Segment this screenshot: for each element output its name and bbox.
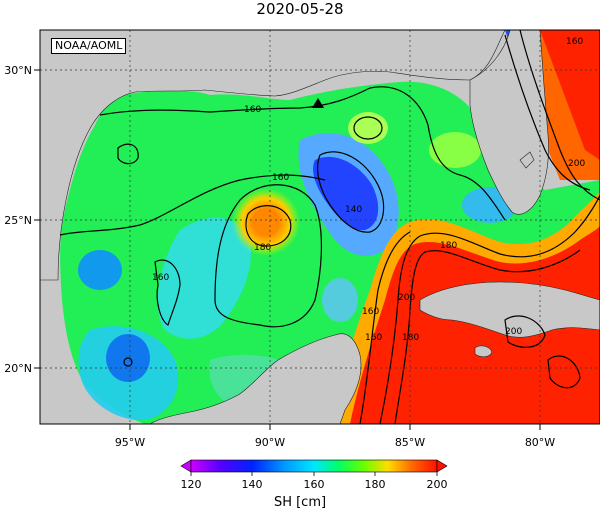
lat-tick-label: 20°N <box>4 362 32 375</box>
contour-label: 160 <box>365 333 382 343</box>
contour-160 <box>117 143 139 165</box>
colorbar-max-arrow <box>436 459 448 473</box>
contour-200 <box>504 315 546 348</box>
contour-label: 180 <box>402 333 419 343</box>
contour-140 <box>123 357 133 367</box>
contour-180 <box>379 194 600 424</box>
colorbar-tick: 200 <box>427 478 448 491</box>
contour-label: 140 <box>345 205 362 215</box>
triangle-marker <box>312 98 324 108</box>
contour-200 <box>394 249 581 424</box>
colorbar-tick: 140 <box>242 478 263 491</box>
contour-160 <box>59 174 326 236</box>
lon-tick-label: 95°W <box>115 436 145 449</box>
contour-180 <box>504 34 591 191</box>
axis-ticks <box>34 69 541 430</box>
colorbar: 120 140 160 180 200 <box>180 459 448 491</box>
contour-label: 200 <box>398 293 415 303</box>
contour-label: 180 <box>440 241 457 251</box>
map-frame <box>39 29 600 425</box>
contour-160 <box>99 86 506 221</box>
contour-180 <box>353 116 383 140</box>
gulf-cool-zone <box>78 250 122 290</box>
gulf-warm-patch <box>429 132 481 168</box>
contour-label: 160 <box>152 273 169 283</box>
contour-160 <box>359 231 411 424</box>
gulf-low-zone <box>322 278 358 322</box>
contour-label: 160 <box>272 173 289 183</box>
contour-label: 160 <box>566 37 583 47</box>
colorbar-label: SH [cm] <box>273 495 327 510</box>
colorbar-gradient <box>190 459 438 473</box>
contour-200 <box>547 355 581 389</box>
contour-label: 200 <box>505 327 522 337</box>
map-title: 2020-05-28 <box>256 0 344 18</box>
warm-eddy-core <box>254 210 278 234</box>
gulf-cool-zone <box>157 217 251 339</box>
colorbar-tick: 120 <box>181 478 202 491</box>
contour-label-group: 160 160 160 160 180 180 140 160 200 200 … <box>152 37 585 343</box>
contour-label: 180 <box>254 243 271 253</box>
contour-label: 160 <box>244 105 261 115</box>
colorbar-tick: 160 <box>304 478 325 491</box>
lat-tick-label: 25°N <box>4 214 32 227</box>
colorbar-min-arrow <box>180 459 192 473</box>
lat-tick-label: 30°N <box>4 64 32 77</box>
gulf-low-zone <box>313 156 379 231</box>
cuba-land <box>419 281 600 338</box>
source-label: NOAA/AOML <box>51 38 127 54</box>
florida-land <box>469 30 549 215</box>
lon-tick-label: 85°W <box>395 436 425 449</box>
yucatan-land <box>40 30 362 424</box>
colorbar-tick: 180 <box>365 478 386 491</box>
lon-tick-label: 80°W <box>525 436 555 449</box>
isle-land <box>474 345 493 358</box>
bahamas-land <box>519 151 535 169</box>
us-coast-land <box>40 30 506 281</box>
florida-current-core <box>540 30 600 160</box>
contour-160 <box>214 184 322 328</box>
graticule <box>40 30 600 424</box>
contour-160 <box>154 259 181 326</box>
contour-label: 160 <box>362 307 379 317</box>
contour-lines <box>59 30 600 424</box>
contour-140 <box>317 151 385 233</box>
contour-label: 200 <box>568 159 585 169</box>
lon-tick-label: 90°W <box>255 436 285 449</box>
